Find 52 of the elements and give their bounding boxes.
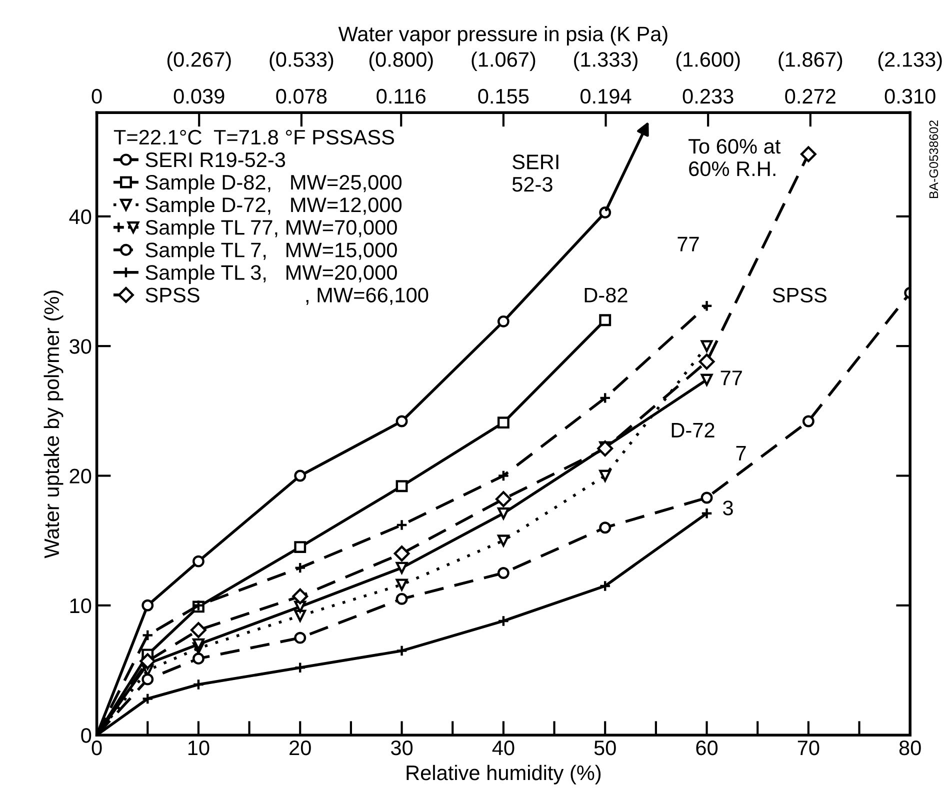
y-tick-label: 20	[70, 468, 92, 484]
text: (1.600)	[676, 52, 740, 71]
annotation: SPSS	[772, 288, 826, 302]
y-tick-label: 0	[81, 728, 92, 743]
legend-label: Sample TL 77, MW=70,000	[146, 220, 397, 239]
annotation: To 60% at 60% R.H.	[688, 138, 781, 176]
legend-title: T=22.1°C T=71.8 °F PSSASS	[114, 130, 394, 145]
text: (0.533)	[270, 52, 334, 71]
annotation: SERI 52-3	[512, 154, 558, 192]
text: (0.267)	[167, 52, 231, 71]
annotation: D-72	[672, 422, 714, 438]
x2-tick-label: 0.116	[376, 88, 426, 104]
x-tick-label: 60	[696, 740, 718, 756]
annotation: 77	[678, 236, 699, 252]
annotation: D-82	[584, 288, 628, 302]
annotation: 3	[723, 500, 733, 516]
x2-tick-label: 0.233	[682, 88, 734, 104]
x-tick-label: 10	[188, 740, 210, 756]
x2-tick-label: 0	[92, 88, 102, 104]
text: (2.133)	[878, 52, 942, 71]
x-tick-label: 50	[594, 740, 616, 756]
x2-tick-label: 0.194	[580, 88, 632, 104]
x2-tick-label: 0.078	[276, 88, 327, 104]
text: (0.800)	[369, 52, 433, 71]
y-tick-label: 10	[70, 598, 92, 614]
annotation: 77	[720, 370, 742, 386]
x2-tick-label: 0.272	[785, 88, 836, 104]
x2-tick-label: 0.155	[478, 88, 529, 104]
x-tick-label: 0	[92, 740, 102, 756]
legend-label: Sample TL 3, MW=20,000	[146, 264, 397, 284]
x-tick-label: 20	[290, 740, 311, 756]
legend-label: Sample TL 7, MW=15,000	[146, 242, 397, 262]
x-tick-label: 80	[899, 740, 921, 756]
y-tick-label: 30	[70, 339, 92, 354]
x-tick-label: 40	[492, 740, 514, 756]
x-axis-title: Relative humidity (%)	[406, 764, 601, 784]
text: (1.867)	[778, 52, 842, 71]
y-axis-title: Water uptake by polymer (%)	[44, 290, 64, 558]
y-tick-label: 40	[69, 209, 92, 224]
legend-label: SPSS , MW=66,100	[146, 288, 428, 305]
x2-tick-label: 0.039	[174, 88, 224, 104]
text: (1.067)	[472, 52, 536, 71]
x-tick-label: 70	[798, 740, 820, 756]
x2-tick-label: 0.310	[884, 88, 936, 104]
x-tick-label: 30	[390, 740, 413, 756]
text: BA-G0538602	[929, 120, 938, 198]
annotation: 7	[736, 446, 746, 460]
legend-label: SERI R19-52-3	[146, 152, 286, 168]
x2-axis-title: Water vapor pressure in psia (K Pa)	[338, 26, 668, 46]
text: (1.333)	[574, 52, 638, 71]
legend-label: Sample D-82, MW=25,000	[146, 174, 402, 194]
legend-label: Sample D-72, MW=12,000	[146, 196, 402, 216]
